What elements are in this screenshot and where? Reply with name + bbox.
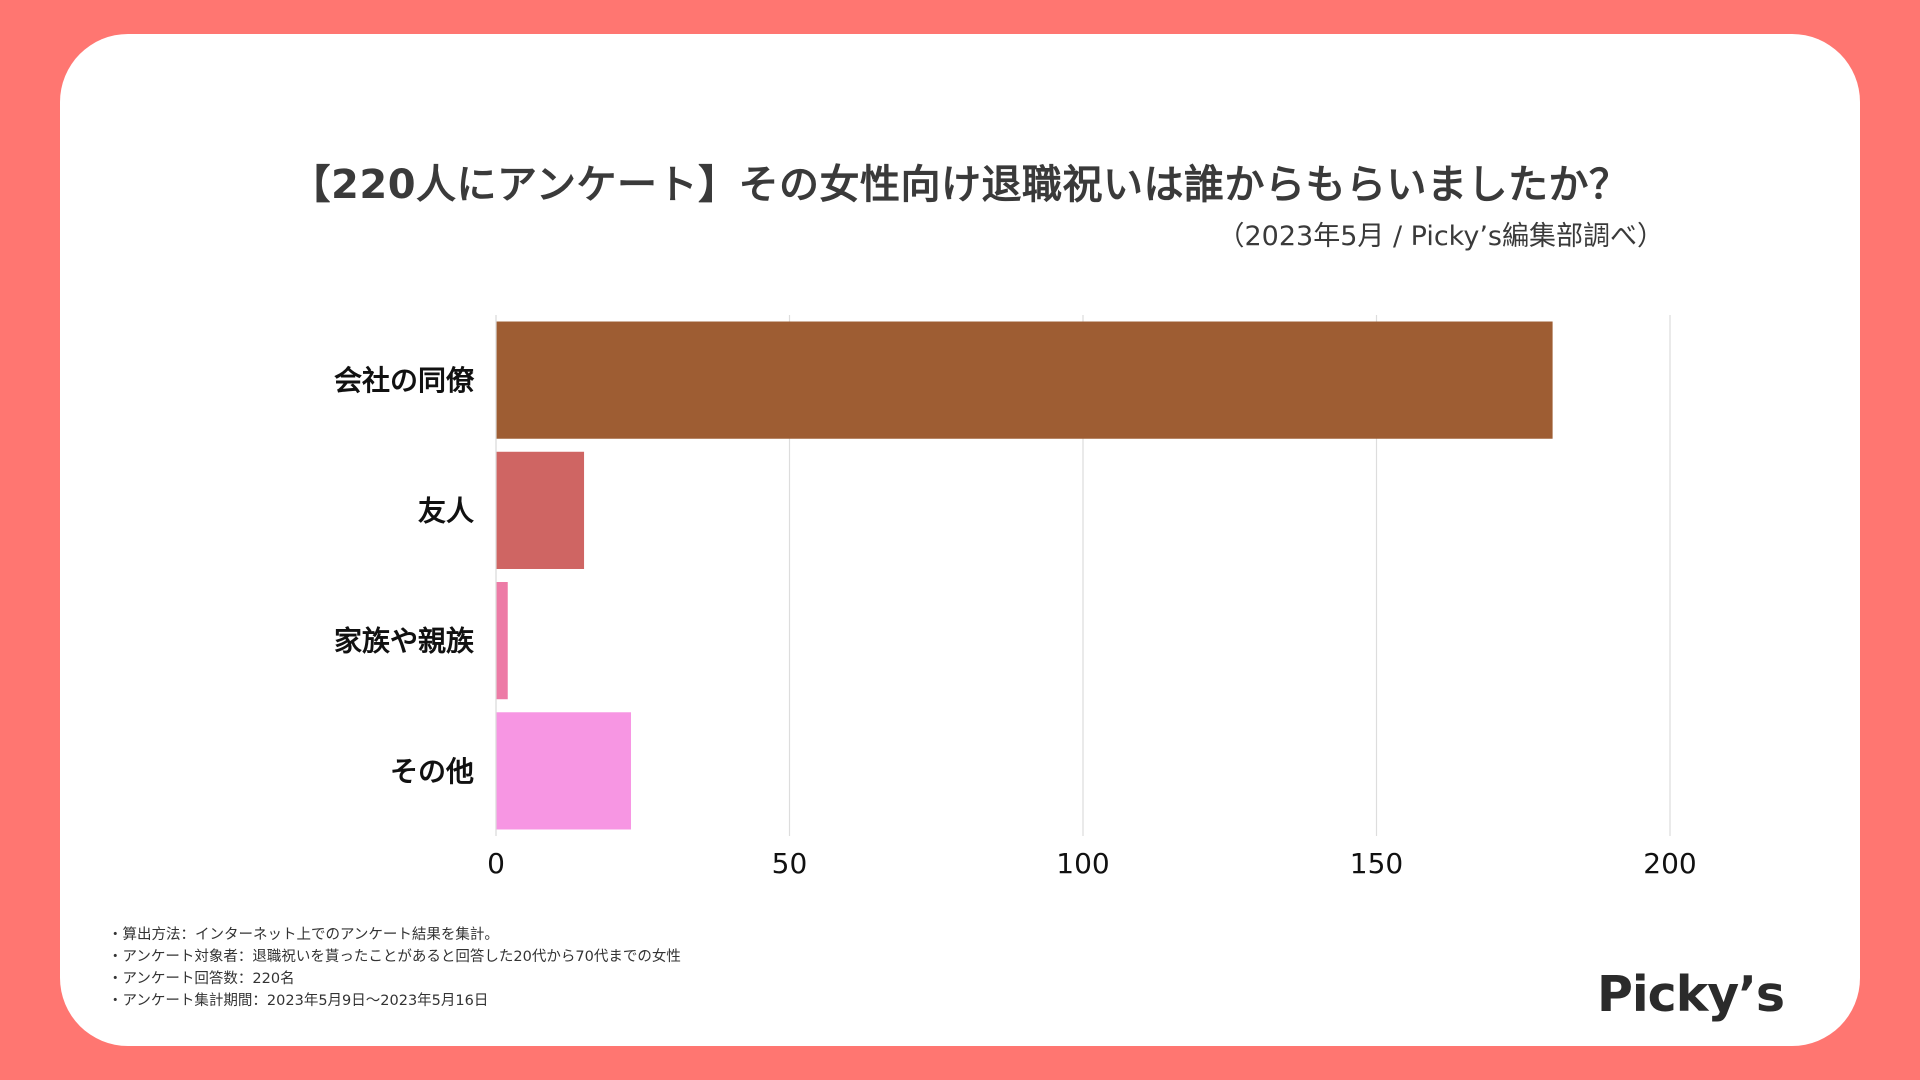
x-tick-label: 100 [1056, 847, 1109, 880]
category-label: その他 [390, 755, 474, 788]
x-tick-label: 50 [772, 847, 808, 880]
category-label: 家族や親族 [334, 625, 475, 658]
x-tick-label: 150 [1350, 847, 1403, 880]
category-label: 会社の同僚 [334, 364, 475, 397]
bar [496, 451, 585, 569]
bar [496, 712, 632, 830]
x-tick-label: 0 [487, 847, 505, 880]
survey-notes: ・算出方法：インターネット上でのアンケート結果を集計。 ・アンケート対象者：退職… [108, 924, 681, 1012]
chart-title: 【220人にアンケート】その女性向け退職祝いは誰からもらいましたか？ [290, 162, 1630, 208]
chart-subtitle: （2023年5月 / Picky’s編集部調べ） [1217, 221, 1665, 252]
note-count: ・アンケート回答数：220名 [108, 971, 295, 987]
note-target: ・アンケート対象者：退職祝いを貰ったことがあると回答した20代から70代までの女… [108, 949, 681, 965]
chart-card: 【220人にアンケート】その女性向け退職祝いは誰からもらいましたか？ （2023… [60, 34, 1860, 1046]
note-period: ・アンケート集計期間：2023年5月9日〜2023年5月16日 [108, 993, 489, 1009]
brand-logo: Picky’s [1596, 966, 1785, 1023]
note-method: ・算出方法：インターネット上でのアンケート結果を集計。 [108, 927, 499, 943]
bar [496, 582, 508, 700]
bar [496, 321, 1553, 439]
x-tick-label: 200 [1643, 847, 1696, 880]
category-label: 友人 [418, 494, 474, 527]
